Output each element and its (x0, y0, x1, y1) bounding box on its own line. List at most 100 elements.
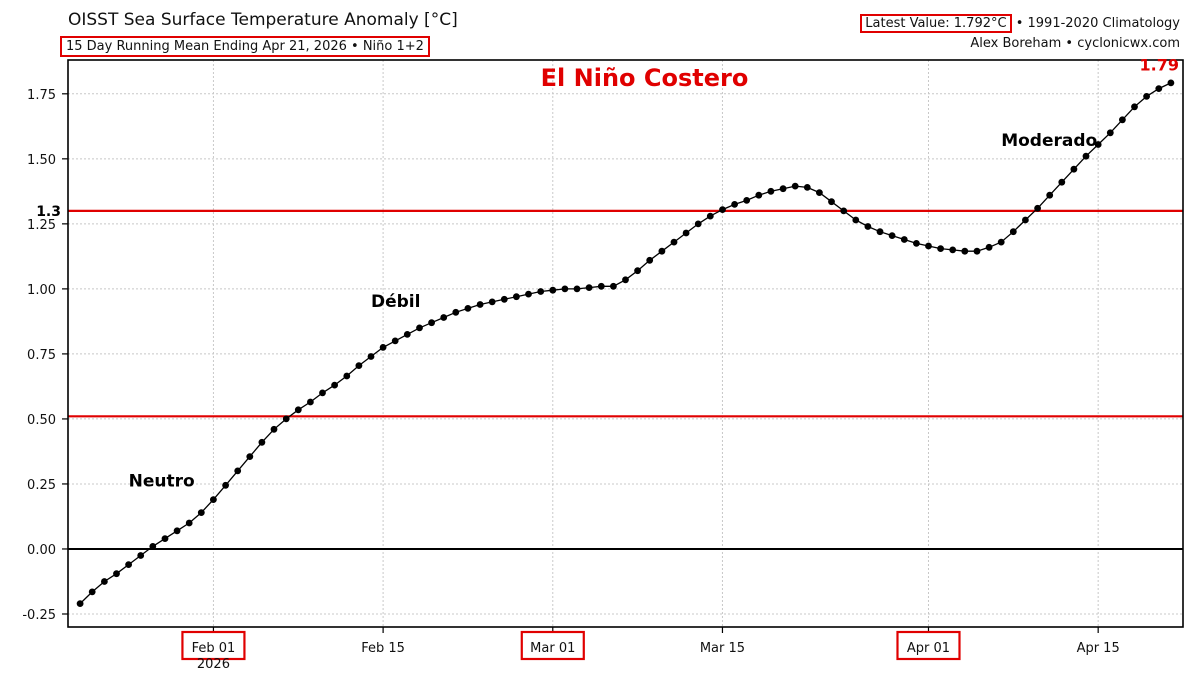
data-point (1119, 116, 1126, 124)
data-point (452, 308, 460, 316)
x-tick-label: Apr 01 (907, 641, 950, 656)
climatology-label: • 1991-2020 Climatology (1011, 16, 1180, 31)
data-point (113, 570, 120, 578)
data-point (828, 198, 835, 206)
data-point (913, 240, 920, 247)
data-point (888, 232, 896, 240)
data-point (403, 331, 411, 338)
data-point (682, 229, 690, 237)
data-point (706, 212, 714, 220)
data-point (513, 293, 520, 301)
latest-value-label: Latest Value: 1.792°C (860, 14, 1012, 33)
data-point (1131, 103, 1138, 111)
data-point (440, 314, 448, 321)
data-point (76, 600, 84, 607)
data-point (101, 578, 108, 585)
data-point (973, 247, 981, 255)
chart-annotation: Moderado (1001, 131, 1097, 151)
data-point (755, 191, 763, 199)
x-tick-label: Mar 15 (700, 641, 745, 656)
data-point (367, 353, 375, 360)
data-point (185, 519, 193, 527)
credit-label: Alex Boreham • cyclonicwx.com (970, 36, 1180, 51)
data-point (149, 543, 157, 550)
data-point (1022, 216, 1029, 224)
y-tick-label: 1.00 (27, 283, 56, 298)
data-point (694, 220, 702, 228)
x-tick-sublabel: 2026 (197, 657, 230, 672)
data-point (500, 295, 508, 303)
data-point (925, 242, 932, 250)
data-point (319, 389, 326, 397)
data-point (622, 276, 629, 284)
data-point (585, 284, 593, 291)
y-tick-label: 0.00 (27, 543, 56, 558)
data-point (537, 288, 545, 295)
data-point (731, 201, 738, 208)
data-point (258, 438, 266, 446)
data-point (1070, 165, 1078, 173)
data-point (391, 337, 399, 345)
data-point (161, 535, 169, 542)
data-point (549, 286, 557, 294)
y-tick-label: 0.50 (27, 413, 56, 428)
data-point (488, 298, 496, 306)
y-tick-label: 1.25 (27, 218, 56, 233)
data-point (246, 453, 254, 460)
data-point (852, 216, 860, 224)
data-point (1082, 152, 1090, 160)
data-point (234, 467, 242, 475)
chart-annotation: Débil (371, 292, 420, 312)
x-tick-highlight-box (896, 630, 961, 661)
data-point (137, 552, 145, 559)
data-point (670, 238, 678, 246)
data-point (961, 247, 969, 255)
data-point (355, 362, 363, 369)
data-point (379, 344, 387, 351)
data-point (816, 189, 823, 197)
chart-annotation: Neutro (129, 472, 195, 492)
header-right-line-1: Latest Value: 1.792°C • 1991-2020 Climat… (860, 14, 1180, 33)
data-point (476, 301, 484, 308)
y-tick-label: -0.25 (22, 608, 56, 623)
data-point (282, 415, 290, 423)
data-point (767, 187, 775, 195)
data-point (1046, 191, 1054, 199)
data-point (343, 372, 351, 380)
data-point (173, 527, 181, 535)
data-point (197, 509, 205, 516)
data-point (210, 496, 217, 503)
x-tick-label: Feb 01 (192, 641, 236, 656)
x-tick-label: Feb 15 (361, 641, 405, 656)
chart-subtitle: 15 Day Running Mean Ending Apr 21, 2026 … (60, 36, 430, 57)
y-tick-label: 1.75 (27, 88, 56, 103)
data-point (876, 228, 884, 236)
x-tick-highlight-box (520, 630, 585, 661)
data-point (597, 282, 605, 290)
data-point (719, 206, 726, 214)
data-point (573, 285, 581, 293)
x-tick-label: Mar 01 (530, 641, 575, 656)
data-point (610, 282, 617, 290)
x-tick-highlight-box (181, 630, 246, 661)
data-point (222, 481, 230, 489)
data-point (743, 197, 751, 204)
data-point (985, 243, 993, 251)
data-point (294, 406, 302, 414)
data-point (779, 185, 787, 193)
data-point (1058, 178, 1066, 186)
data-point (88, 588, 96, 596)
y-tick-label: 0.75 (27, 348, 56, 363)
data-point (900, 236, 908, 243)
data-point (1094, 141, 1102, 148)
series-line (79, 82, 1172, 605)
data-point (1009, 228, 1017, 236)
data-point (307, 398, 314, 406)
data-point (464, 305, 472, 312)
data-point (331, 381, 338, 389)
data-point (864, 223, 872, 230)
data-point (803, 184, 811, 191)
data-point (791, 182, 799, 190)
threshold-label: 1.3 (36, 204, 61, 220)
data-point (658, 247, 666, 255)
